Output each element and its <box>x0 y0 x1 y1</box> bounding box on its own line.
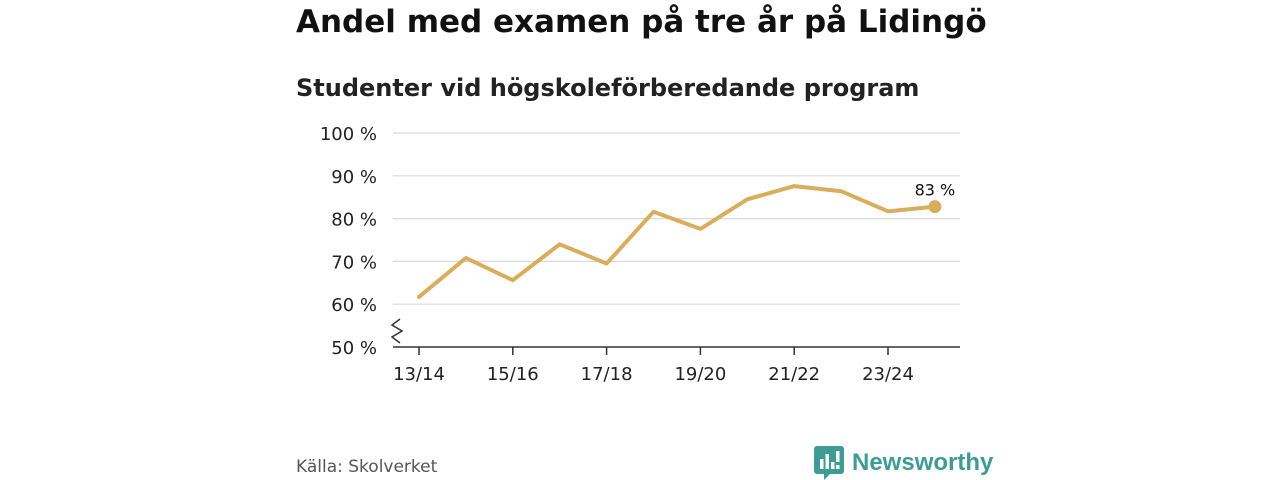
y-axis-tick-labels: 50 % 60 % 70 % 80 % 90 % 100 % <box>320 124 377 359</box>
series-layer: 83 % <box>417 181 956 299</box>
source-note: Källa: Skolverket <box>296 457 438 477</box>
axis-break-marker <box>390 318 404 344</box>
x-tick-label: 23/24 <box>862 364 914 385</box>
end-point-marker <box>928 200 942 214</box>
series-line <box>417 184 937 299</box>
x-tick-label: 15/16 <box>487 364 539 385</box>
y-tick-label: 50 % <box>331 338 377 359</box>
x-tick-label: 13/14 <box>393 364 445 385</box>
x-tick-label: 17/18 <box>581 364 633 385</box>
y-tick-label: 90 % <box>331 167 377 188</box>
x-tick-label: 19/20 <box>674 364 726 385</box>
newsworthy-bar-chart-icon <box>814 446 844 480</box>
y-tick-label: 60 % <box>331 295 377 316</box>
brand-logo[interactable]: Newsworthy <box>814 446 993 480</box>
chart-title: Andel med examen på tre år på Lidingö <box>296 4 987 40</box>
chart-subtitle: Studenter vid högskoleförberedande progr… <box>296 74 920 102</box>
y-tick-label: 70 % <box>331 252 377 273</box>
brand-name: Newsworthy <box>852 449 994 476</box>
y-tick-label: 100 % <box>320 124 377 145</box>
y-tick-label: 80 % <box>331 210 377 231</box>
end-value-label: 83 % <box>915 181 956 200</box>
x-tick-label: 21/22 <box>768 364 820 385</box>
x-axis: 13/14 15/16 17/18 19/20 21/22 23/24 <box>390 318 960 385</box>
